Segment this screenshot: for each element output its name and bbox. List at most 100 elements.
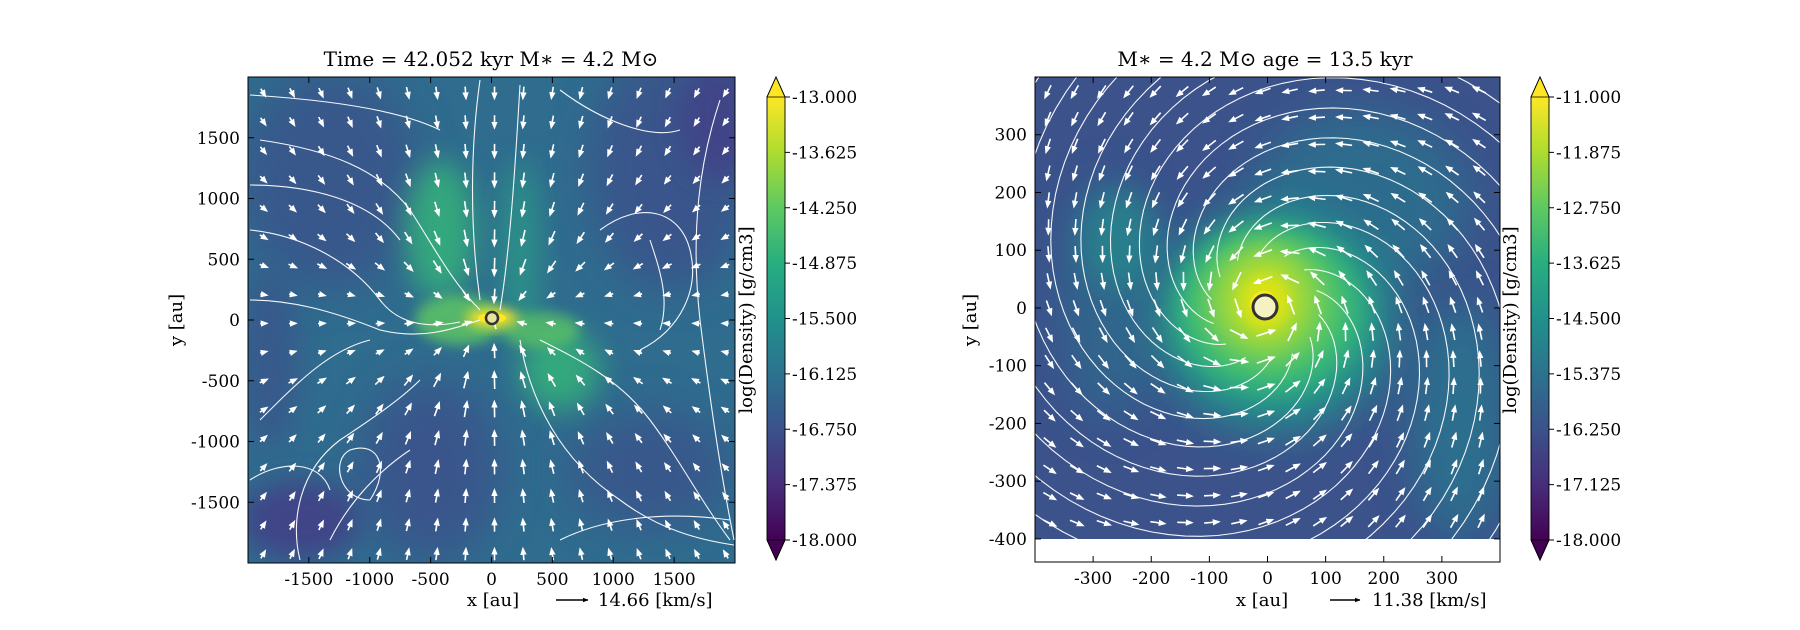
velocity-arrow	[1151, 191, 1161, 209]
velocity-arrow	[1258, 518, 1275, 526]
y-tick-label: 100	[995, 241, 1027, 261]
velocity-arrow	[288, 146, 296, 156]
velocity-arrow	[404, 115, 411, 130]
velocity-arrow	[1362, 113, 1379, 121]
velocity-arrow	[1362, 140, 1380, 147]
velocity-arrow	[520, 458, 527, 475]
velocity-arrow	[1069, 437, 1084, 448]
x-tick-label: -500	[412, 570, 450, 590]
colorbar-tick-label: -14.875	[792, 254, 857, 274]
velocity-arrow	[1228, 140, 1244, 150]
velocity-arrow	[633, 404, 643, 415]
velocity-arrow	[1308, 114, 1326, 121]
velocity-arrow	[1203, 438, 1222, 445]
velocity-arrow	[1150, 354, 1165, 369]
velocity-arrow	[1308, 87, 1325, 94]
velocity-arrow	[1472, 165, 1486, 176]
velocity-arrow	[317, 377, 327, 385]
velocity-arrow	[1418, 192, 1433, 204]
velocity-arrow	[1340, 405, 1352, 421]
velocity-arrow	[1204, 549, 1216, 550]
velocity-arrow	[1417, 140, 1433, 148]
velocity-arrow	[288, 378, 298, 385]
velocity-arrow	[462, 399, 470, 418]
velocity-arrow	[462, 229, 470, 248]
velocity-arrow	[375, 144, 382, 158]
velocity-arrow	[1201, 86, 1217, 97]
velocity-arrow	[1176, 438, 1195, 446]
velocity-arrow	[519, 371, 527, 389]
velocity-arrow	[1123, 465, 1140, 473]
velocity-arrow	[1279, 248, 1300, 256]
y-tick-label: -1500	[191, 493, 240, 513]
velocity-arrow	[1393, 270, 1404, 286]
velocity-arrow	[1280, 141, 1299, 149]
velocity-arrow	[1044, 84, 1052, 100]
velocity-arrow	[1228, 113, 1244, 123]
velocity-arrow	[692, 434, 701, 443]
velocity-arrow	[403, 261, 414, 272]
x-tick-label: 1000	[592, 570, 635, 590]
velocity-arrow	[607, 489, 614, 503]
velocity-arrow	[578, 86, 585, 100]
colorbar-extend-max	[766, 76, 786, 98]
velocity-arrow	[520, 517, 527, 532]
velocity-arrow	[1368, 404, 1378, 422]
velocity-arrow	[720, 204, 730, 212]
velocity-arrow	[1149, 438, 1167, 446]
velocity-arrow	[1045, 273, 1053, 290]
velocity-arrow	[462, 290, 471, 302]
velocity-arrow	[317, 461, 325, 473]
velocity-arrow	[1363, 219, 1379, 231]
velocity-arrow	[288, 462, 297, 472]
velocity-arrow	[1072, 219, 1079, 236]
velocity-arrow	[1201, 113, 1217, 124]
velocity-arrow	[1096, 492, 1112, 500]
velocity-arrow	[1362, 167, 1380, 175]
velocity-arrow	[578, 173, 585, 188]
velocity-arrow	[662, 291, 672, 298]
velocity-arrow	[692, 462, 701, 472]
velocity-key-label: 11.38 [km/s]	[1372, 590, 1487, 611]
y-tick-label: 0	[1016, 299, 1027, 319]
colorbar-tick-label: -14.250	[792, 199, 857, 219]
velocity-arrow	[259, 204, 269, 213]
velocity-arrow	[1335, 220, 1353, 230]
velocity-arrow	[1149, 410, 1167, 420]
velocity-arrow	[288, 349, 298, 357]
velocity-arrow	[1450, 431, 1458, 448]
velocity-arrow	[1125, 191, 1133, 209]
x-tick-label: -1000	[345, 570, 394, 590]
velocity-arrow	[1312, 434, 1327, 447]
velocity-arrow	[346, 432, 355, 444]
velocity-arrow	[345, 262, 357, 270]
velocity-arrow	[664, 490, 672, 502]
velocity-arrow	[1044, 138, 1052, 155]
velocity-arrow	[663, 462, 672, 473]
velocity-arrow	[1125, 327, 1136, 343]
velocity-arrow	[1254, 87, 1271, 95]
velocity-arrow	[433, 86, 440, 101]
velocity-arrow	[1445, 191, 1459, 204]
velocity-arrow	[1098, 138, 1106, 154]
streamline	[1192, 137, 1500, 539]
velocity-arrow	[260, 349, 269, 357]
velocity-arrow	[1256, 383, 1276, 391]
velocity-arrow	[404, 430, 412, 445]
velocity-arrow	[519, 229, 527, 247]
velocity-arrow	[259, 549, 267, 559]
velocity-arrow	[607, 116, 614, 129]
velocity-arrow	[518, 290, 527, 301]
velocity-arrow	[404, 348, 414, 356]
velocity-arrow	[288, 519, 296, 531]
velocity-arrow	[1069, 519, 1085, 527]
velocity-arrow	[635, 174, 643, 186]
velocity-arrow	[462, 458, 469, 475]
velocity-arrow	[1254, 168, 1272, 176]
velocity-arrow	[1098, 327, 1108, 343]
velocity-arrow	[1340, 515, 1354, 528]
velocity-arrow	[1391, 218, 1406, 231]
colorbar-gradient	[767, 97, 785, 540]
velocity-arrow	[1341, 546, 1351, 553]
velocity-key: 14.66 [km/s]	[556, 590, 713, 611]
